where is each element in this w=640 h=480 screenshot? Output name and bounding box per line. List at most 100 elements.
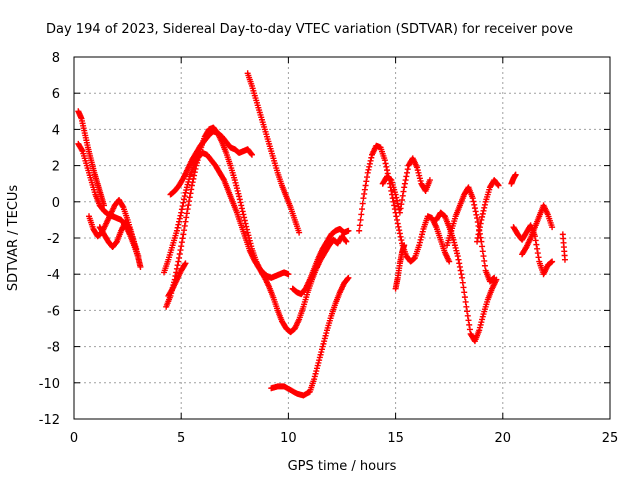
data-point: [451, 242, 458, 249]
y-tick-label: -6: [47, 304, 60, 319]
data-point: [239, 208, 246, 215]
data-point: [397, 233, 404, 240]
data-point: [394, 220, 401, 227]
data-point: [477, 220, 484, 227]
data-point: [393, 213, 400, 220]
data-point: [382, 160, 389, 167]
data-point: [178, 206, 185, 213]
data-point: [481, 257, 488, 264]
data-point: [186, 194, 193, 201]
data-point: [381, 157, 388, 164]
data-point: [220, 175, 227, 182]
data-point: [175, 221, 182, 228]
series-arc-15: [433, 209, 500, 345]
data-point: [188, 186, 195, 193]
data-point: [187, 190, 194, 197]
x-tick-labels: 0 5 10 15 20 25: [70, 431, 618, 446]
data-point: [314, 362, 321, 369]
data-point: [173, 227, 180, 234]
data-point: [137, 263, 144, 270]
data-point: [474, 215, 481, 222]
data-point: [479, 210, 486, 217]
x-tick-label: 5: [177, 431, 185, 446]
data-point: [318, 346, 325, 353]
data-point: [359, 206, 366, 213]
data-point: [461, 294, 468, 301]
data-point: [366, 160, 373, 167]
data-point: [401, 242, 408, 249]
series-arc-4: [96, 218, 142, 260]
data-point: [185, 202, 192, 209]
data-point: [456, 260, 463, 267]
data-point: [384, 167, 391, 174]
data-point: [399, 192, 406, 199]
data-point: [344, 275, 351, 282]
data-point: [495, 182, 502, 189]
data-point: [472, 208, 479, 215]
data-point: [238, 205, 245, 212]
series-arc-17: [474, 177, 502, 245]
data-point: [181, 227, 188, 234]
data-point: [393, 194, 400, 201]
data-point: [232, 179, 239, 186]
series-arc-11: [289, 225, 352, 298]
data-point: [479, 313, 486, 320]
data-point: [477, 321, 484, 328]
data-point: [188, 182, 195, 189]
series-arc-8: [165, 260, 189, 299]
data-point: [479, 316, 486, 323]
data-point: [446, 258, 453, 265]
data-point: [396, 209, 403, 216]
series-arc-7: [167, 128, 255, 198]
data-point: [453, 247, 460, 254]
data-point: [343, 238, 350, 245]
x-tick-label: 25: [602, 431, 619, 446]
data-point: [480, 253, 487, 260]
data-point: [463, 303, 470, 310]
data-point: [183, 184, 190, 191]
data-point: [179, 235, 186, 242]
data-point: [534, 250, 541, 257]
data-point: [178, 209, 185, 216]
data-point: [426, 177, 433, 184]
series-arc-14: [392, 242, 408, 292]
data-point: [174, 262, 181, 269]
data-point: [512, 171, 519, 178]
data-point: [451, 239, 458, 246]
data-point: [471, 201, 478, 208]
data-point: [475, 231, 482, 238]
data-point: [119, 203, 126, 210]
data-point: [362, 182, 369, 189]
y-tick-label: 6: [52, 87, 60, 102]
series-arc-18: [508, 171, 519, 187]
data-point: [419, 231, 426, 238]
data-point: [396, 230, 403, 237]
data-point: [471, 205, 478, 212]
data-point: [322, 332, 329, 339]
data-point: [320, 340, 327, 347]
data-point: [414, 164, 421, 171]
data-point: [549, 224, 556, 231]
data-point: [317, 351, 324, 358]
data-point: [313, 368, 320, 375]
x-tick-label: 0: [70, 431, 78, 446]
data-point: [478, 216, 485, 223]
x-axis-title: GPS time / hours: [288, 459, 397, 474]
y-axis-title: SDTVAR / TECUs: [6, 185, 21, 292]
data-point: [450, 236, 457, 243]
data-point: [182, 260, 189, 267]
data-point: [176, 218, 183, 225]
data-point: [479, 213, 486, 220]
data-point: [479, 243, 486, 250]
data-point: [398, 237, 405, 244]
data-point: [316, 357, 323, 364]
data-point: [404, 166, 411, 173]
data-point: [417, 236, 424, 243]
data-point: [462, 298, 469, 305]
data-point: [135, 253, 142, 260]
data-point: [479, 248, 486, 255]
y-tick-label: 2: [52, 160, 60, 175]
data-point: [561, 256, 568, 263]
data-point: [481, 262, 488, 269]
y-tick-label: -2: [47, 232, 60, 247]
